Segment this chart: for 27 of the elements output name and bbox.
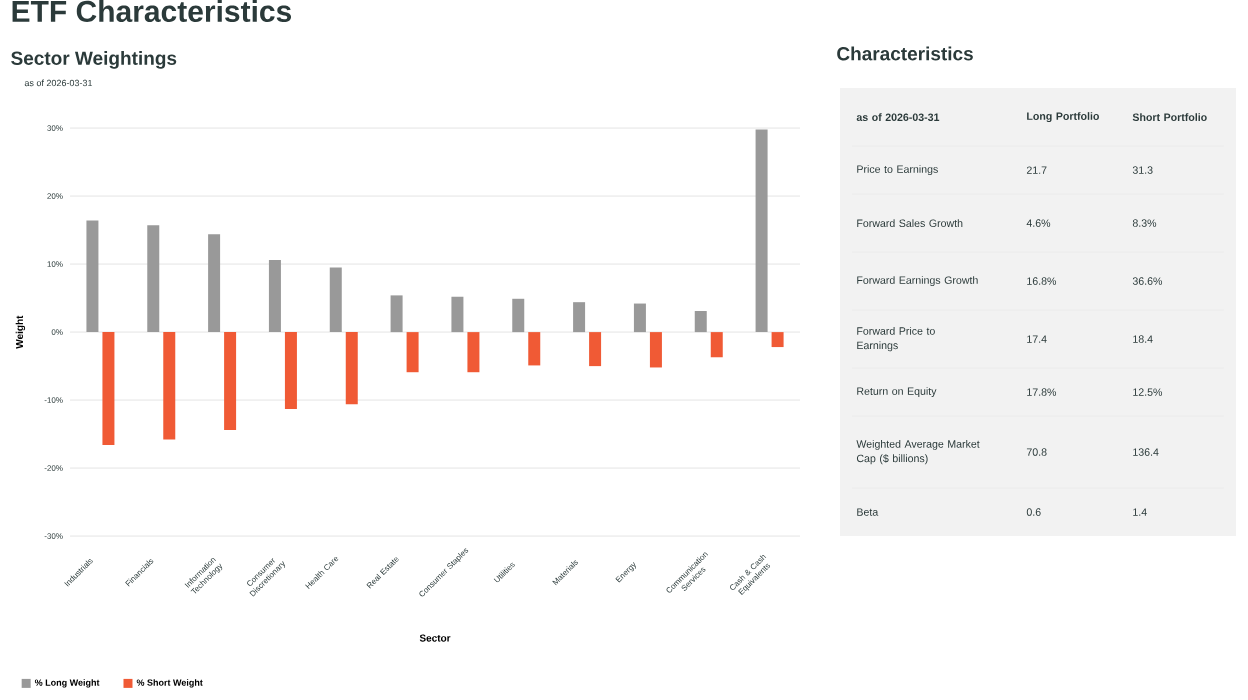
bar — [633, 303, 646, 333]
bar — [208, 234, 221, 333]
bar — [589, 332, 602, 367]
bar — [345, 332, 358, 405]
bar — [406, 332, 419, 373]
bar — [390, 295, 403, 333]
bar — [224, 332, 237, 430]
bar — [710, 332, 723, 358]
bar — [528, 332, 541, 366]
chart-title: ETF Characteristics — [12, 0, 292, 22]
bar — [86, 220, 99, 333]
bar — [573, 302, 586, 333]
bar — [755, 129, 768, 333]
chart-subtitle: Sector Weightings — [11, 50, 177, 69]
text: Characteristics — [837, 46, 973, 61]
bar — [163, 332, 176, 440]
bar — [512, 298, 525, 333]
bar — [329, 267, 342, 333]
bar — [451, 296, 464, 333]
bar — [268, 259, 281, 333]
bar — [467, 332, 480, 373]
bar — [694, 311, 707, 333]
bar — [771, 332, 784, 348]
bar — [102, 332, 115, 445]
bar — [649, 332, 662, 368]
bar — [284, 332, 297, 409]
bar — [147, 225, 160, 333]
